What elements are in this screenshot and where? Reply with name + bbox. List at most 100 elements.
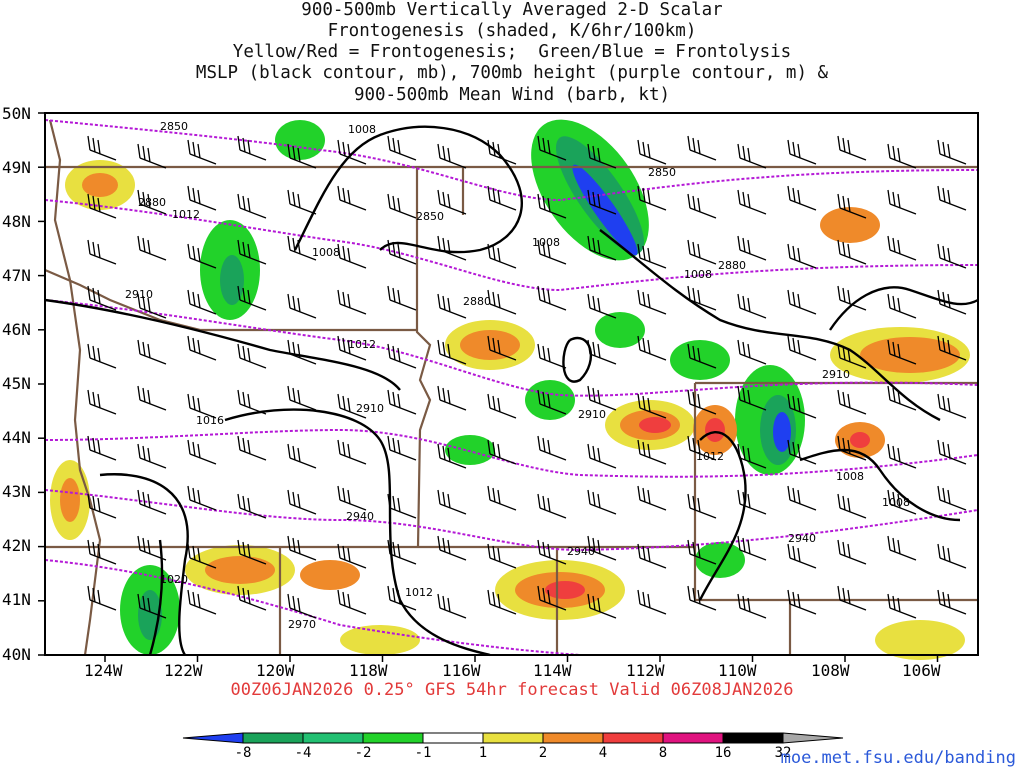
colorbar-label: 4 — [598, 745, 608, 761]
wind-barb — [887, 535, 917, 561]
wind-barb — [637, 185, 667, 211]
wind-barb — [237, 435, 267, 461]
wind-barb — [387, 285, 417, 311]
wind-barb — [787, 543, 817, 569]
wind-barb — [837, 493, 867, 519]
colorbar-label: -8 — [234, 745, 252, 761]
lat-label: 41N — [2, 590, 31, 609]
wind-barb — [437, 143, 467, 169]
colorbar-label: -4 — [294, 745, 312, 761]
height-label: 2940 — [567, 545, 595, 558]
wind-barb — [487, 139, 517, 165]
title-line-1: 900-500mb Vertically Averaged 2-D Scalar — [301, 0, 723, 20]
colorbar-label: -2 — [354, 745, 372, 761]
wind-barb — [137, 339, 167, 365]
axis-ticks — [38, 112, 939, 662]
wind-barb — [637, 543, 667, 569]
title-line-2: Frontogenesis (shaded, K/6hr/100km) — [327, 21, 697, 41]
height-label: 2910 — [356, 402, 384, 415]
wind-barb — [387, 435, 417, 461]
wind-barb — [687, 343, 717, 369]
wind-barb — [87, 239, 117, 265]
wind-barb — [487, 243, 517, 269]
wind-barb — [187, 439, 217, 465]
wind-barb — [437, 189, 467, 215]
height-label: 2850 — [416, 210, 444, 223]
wind-barb — [337, 393, 367, 419]
wind-barb — [87, 493, 117, 519]
wind-barb — [437, 339, 467, 365]
colorbar-swatch — [602, 732, 664, 744]
wind-barb — [737, 339, 767, 365]
height-contours — [44, 119, 979, 656]
mslp-label: 1012 — [172, 208, 200, 221]
wind-barb — [237, 193, 267, 219]
height-label: 2910 — [822, 368, 850, 381]
wind-barb — [537, 539, 567, 565]
wind-barb — [137, 143, 167, 169]
wind-barb — [737, 593, 767, 619]
wind-barb — [787, 393, 817, 419]
wind-barb — [187, 393, 217, 419]
wind-barb — [237, 539, 267, 565]
height-label: 2970 — [288, 618, 316, 631]
wind-barb — [437, 489, 467, 515]
wind-barb — [187, 485, 217, 511]
forecast-caption: 00Z06JAN2026 0.25° GFS 54hr forecast Val… — [230, 680, 794, 700]
mslp-label: 1012 — [348, 338, 376, 351]
wind-barb — [137, 489, 167, 515]
wind-barb — [387, 389, 417, 415]
wind-barbs — [87, 135, 967, 619]
wind-barb — [587, 189, 617, 215]
wind-barb — [237, 285, 267, 311]
title-line-4: MSLP (black contour, mb), 700mb height (… — [195, 63, 829, 83]
wind-barb — [237, 389, 267, 415]
lon-label: 110W — [718, 661, 757, 680]
wind-barb — [637, 393, 667, 419]
lat-label: 50N — [2, 104, 31, 123]
credit-link[interactable]: moe.met.fsu.edu/banding — [780, 748, 1016, 768]
wind-barb — [937, 393, 967, 419]
lon-label: 112W — [626, 661, 665, 680]
wind-barb — [87, 435, 117, 461]
colorbar-swatch — [242, 732, 304, 744]
wind-barb — [537, 435, 567, 461]
wind-barb — [337, 335, 367, 361]
wind-barb — [537, 193, 567, 219]
wind-barb — [287, 235, 317, 261]
wind-barb — [287, 293, 317, 319]
wind-barb — [187, 185, 217, 211]
wind-barb — [187, 589, 217, 615]
wind-barb — [937, 139, 967, 165]
wind-barb — [837, 285, 867, 311]
wind-barb — [87, 193, 117, 219]
wind-barb — [337, 243, 367, 269]
wind-barb — [687, 435, 717, 461]
wind-barb — [287, 593, 317, 619]
wind-barb — [387, 135, 417, 161]
wind-barb — [687, 539, 717, 565]
colorbar — [182, 732, 844, 744]
wind-barb — [937, 589, 967, 615]
wind-barb — [287, 143, 317, 169]
mslp-label: 1008 — [312, 246, 340, 259]
wind-barb — [587, 593, 617, 619]
wind-barb — [587, 385, 617, 411]
colorbar-label: 2 — [538, 745, 548, 761]
wind-barb — [437, 293, 467, 319]
wind-barb — [937, 185, 967, 211]
wind-barb — [237, 585, 267, 611]
wind-barb — [487, 289, 517, 315]
wind-barb — [487, 185, 517, 211]
wind-barb — [887, 339, 917, 365]
mslp-label: 1012 — [405, 586, 433, 599]
lon-label: 114W — [533, 661, 572, 680]
wind-barb — [787, 185, 817, 211]
wind-barb — [637, 289, 667, 315]
lon-label: 124W — [84, 661, 123, 680]
wind-barb — [537, 285, 567, 311]
mslp-label: 1008 — [532, 236, 560, 249]
wind-barb — [287, 189, 317, 215]
wind-barb — [487, 543, 517, 569]
wind-barb — [137, 385, 167, 411]
